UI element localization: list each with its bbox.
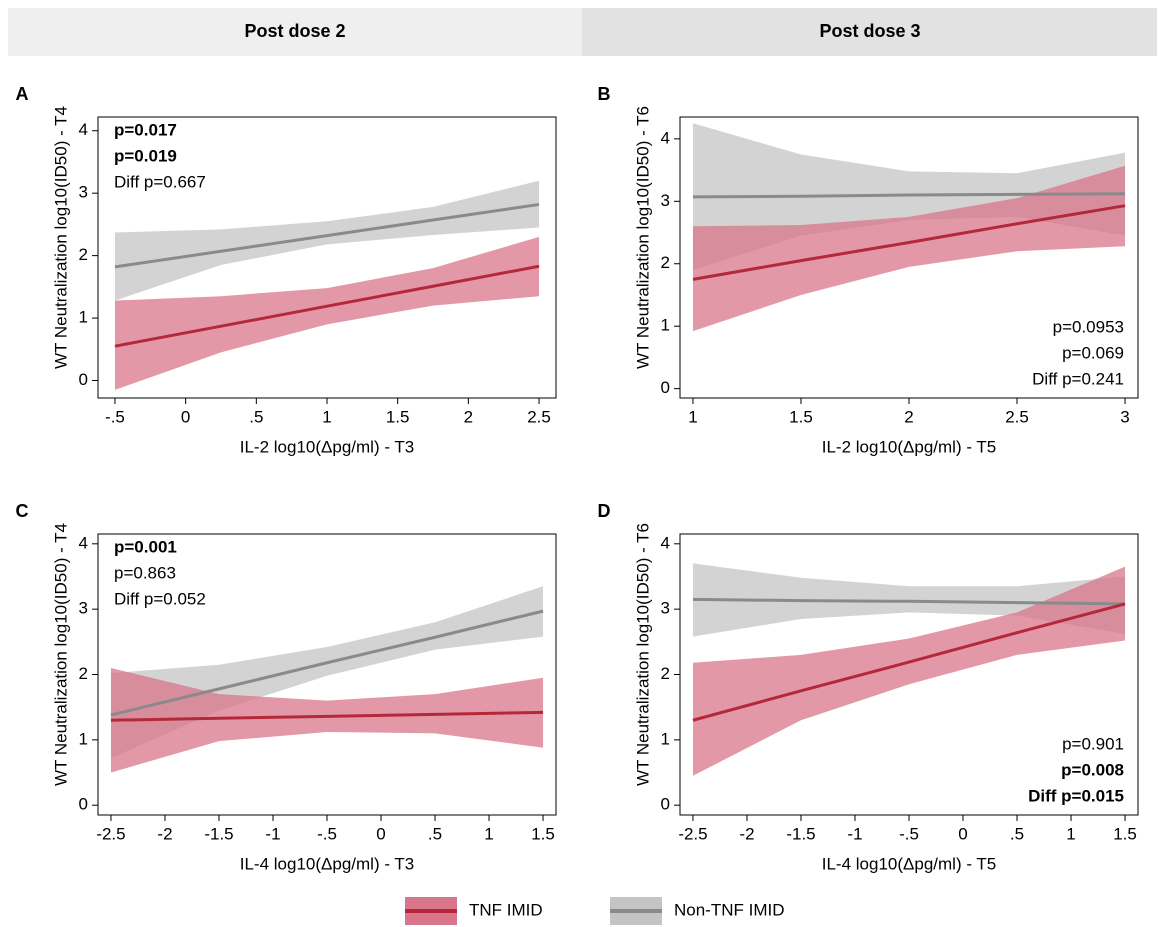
- confidence-band: [692, 566, 1126, 776]
- p-value-annotation: p=0.001: [114, 537, 177, 556]
- x-tick-label: -2: [739, 824, 754, 843]
- x-tick-label: 2: [464, 407, 473, 426]
- x-tick-label: 1.5: [789, 407, 813, 426]
- fit-line: [114, 264, 540, 348]
- p-value-annotation: p=0.901: [1062, 734, 1124, 753]
- fit-line: [692, 602, 1126, 722]
- p-value-annotation: p=0.069: [1062, 343, 1124, 362]
- fit-line: [110, 710, 544, 722]
- x-tick-label: 2.5: [1005, 407, 1029, 426]
- x-tick-label: 1: [484, 824, 493, 843]
- x-tick-label: -2: [157, 824, 172, 843]
- x-tick-label: -2.5: [96, 824, 125, 843]
- y-tick-label: 1: [661, 729, 670, 748]
- x-tick-label: -1: [265, 824, 280, 843]
- y-tick-label: 0: [79, 370, 88, 389]
- confidence-band: [110, 586, 544, 759]
- y-tick-label: 3: [661, 191, 670, 210]
- y-tick-label: 0: [661, 378, 670, 397]
- x-tick-label: .5: [428, 824, 442, 843]
- p-value-annotation: Diff p=0.241: [1032, 369, 1124, 388]
- x-axis-label: IL-2 log10(Δpg/ml) - T3: [240, 437, 415, 456]
- x-tick-label: 1.5: [531, 824, 555, 843]
- x-tick-label: -1: [847, 824, 862, 843]
- legend-label: Non-TNF IMID: [674, 900, 785, 919]
- p-value-annotation: Diff p=0.052: [114, 589, 206, 608]
- panel-label: B: [598, 84, 611, 104]
- header-cell: [8, 8, 582, 56]
- x-tick-label: 2.5: [527, 407, 551, 426]
- y-tick-label: 1: [661, 316, 670, 335]
- p-value-annotation: p=0.017: [114, 120, 177, 139]
- fit-line: [114, 202, 540, 269]
- x-tick-label: -.5: [317, 824, 337, 843]
- y-tick-label: 4: [79, 120, 88, 139]
- fit-line: [692, 597, 1126, 606]
- y-tick-label: 4: [79, 533, 88, 552]
- x-tick-label: 1: [1066, 824, 1075, 843]
- p-value-annotation: p=0.008: [1061, 760, 1124, 779]
- panel-label: D: [598, 501, 611, 521]
- header-cell: [582, 8, 1157, 56]
- x-tick-label: 0: [958, 824, 967, 843]
- x-tick-label: .5: [1010, 824, 1024, 843]
- y-tick-label: 4: [661, 533, 670, 552]
- x-tick-label: -1.5: [786, 824, 815, 843]
- y-axis-label: WT Neutralization log10(ID50) - T6: [633, 106, 652, 369]
- fit-line: [692, 204, 1126, 281]
- panel-label: A: [16, 84, 29, 104]
- y-tick-label: 2: [661, 664, 670, 683]
- y-tick-label: 2: [79, 664, 88, 683]
- y-tick-label: 2: [79, 245, 88, 264]
- legend-label: TNF IMID: [469, 900, 543, 919]
- x-tick-label: 1.5: [1113, 824, 1137, 843]
- header-title: Post dose 3: [819, 21, 920, 41]
- y-axis-label: WT Neutralization log10(ID50) - T6: [633, 523, 652, 786]
- x-tick-label: 3: [1120, 407, 1129, 426]
- fit-line: [692, 192, 1126, 199]
- x-tick-label: 1.5: [386, 407, 410, 426]
- x-tick-label: -.5: [899, 824, 919, 843]
- y-tick-label: 1: [79, 729, 88, 748]
- x-tick-label: 1: [322, 407, 331, 426]
- p-value-annotation: p=0.0953: [1053, 317, 1124, 336]
- y-tick-label: 3: [661, 599, 670, 618]
- fit-line: [110, 609, 544, 717]
- confidence-band: [114, 236, 540, 390]
- x-tick-label: -.5: [105, 407, 125, 426]
- panel-label: C: [16, 501, 29, 521]
- x-axis-label: IL-4 log10(Δpg/ml) - T3: [240, 854, 415, 873]
- y-axis-label: WT Neutralization log10(ID50) - T4: [51, 523, 70, 786]
- confidence-band: [110, 667, 544, 773]
- p-value-annotation: p=0.863: [114, 563, 176, 582]
- x-tick-label: -1.5: [204, 824, 233, 843]
- p-value-annotation: Diff p=0.015: [1028, 786, 1124, 805]
- p-value-annotation: p=0.019: [114, 146, 177, 165]
- x-axis-label: IL-4 log10(Δpg/ml) - T5: [822, 854, 997, 873]
- y-axis-label: WT Neutralization log10(ID50) - T4: [51, 106, 70, 369]
- header-title: Post dose 2: [244, 21, 345, 41]
- p-value-annotation: Diff p=0.667: [114, 172, 206, 191]
- y-tick-label: 2: [661, 253, 670, 272]
- y-tick-label: 0: [661, 795, 670, 814]
- x-tick-label: 2: [904, 407, 913, 426]
- y-tick-label: 0: [79, 795, 88, 814]
- x-axis-label: IL-2 log10(Δpg/ml) - T5: [822, 437, 997, 456]
- x-tick-label: 0: [376, 824, 385, 843]
- confidence-band: [114, 180, 540, 301]
- y-tick-label: 4: [661, 128, 670, 147]
- x-tick-label: .5: [249, 407, 263, 426]
- x-tick-label: -2.5: [678, 824, 707, 843]
- y-tick-label: 1: [79, 308, 88, 327]
- confidence-band: [692, 165, 1126, 332]
- y-tick-label: 3: [79, 599, 88, 618]
- x-tick-label: 0: [181, 407, 190, 426]
- x-tick-label: 1: [688, 407, 697, 426]
- y-tick-label: 3: [79, 183, 88, 202]
